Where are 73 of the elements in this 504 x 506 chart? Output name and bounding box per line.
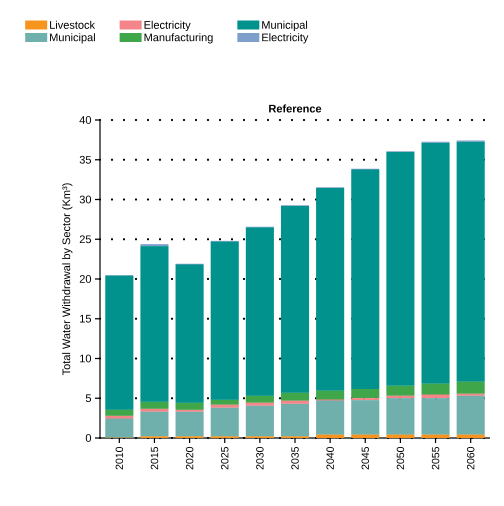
bar xyxy=(386,434,414,438)
chart-title: Reference xyxy=(269,104,322,112)
x-tick-label: 2045 xyxy=(362,446,369,470)
bar xyxy=(246,396,274,403)
bar xyxy=(280,392,310,401)
x-tick-label: 2020 xyxy=(186,446,194,470)
legend-label: Electricity xyxy=(262,33,308,44)
bar xyxy=(246,227,274,396)
x-tick-label: 2035 xyxy=(291,446,299,470)
x-tick-label: 2010 xyxy=(116,446,124,470)
x-tick-label: 2040 xyxy=(326,446,334,470)
bar xyxy=(280,400,310,404)
bar xyxy=(316,390,344,400)
bar xyxy=(421,394,450,398)
bar xyxy=(421,398,450,435)
x-tick-label: 2015 xyxy=(150,446,158,470)
bar xyxy=(456,434,485,438)
bar xyxy=(140,246,169,402)
x-tick-label: 2030 xyxy=(256,446,264,470)
bar xyxy=(140,402,169,409)
bar xyxy=(105,416,134,419)
y-tick-label: 25 xyxy=(80,235,92,244)
bar xyxy=(210,242,239,400)
bar xyxy=(316,434,344,438)
x-tick-label: 2055 xyxy=(432,446,440,470)
bar xyxy=(140,408,169,412)
bar xyxy=(386,386,414,396)
bar xyxy=(140,412,169,436)
legend-label: Manufacturing xyxy=(144,33,213,44)
y-tick-label: 30 xyxy=(80,196,92,204)
bar xyxy=(210,404,239,408)
bar xyxy=(176,402,204,410)
bar xyxy=(105,410,134,416)
bar xyxy=(386,398,414,435)
bar xyxy=(210,400,239,405)
x-tick-label: 2025 xyxy=(221,446,228,470)
legend-label: Municipal xyxy=(262,20,308,32)
bar xyxy=(176,264,204,403)
legend-label: Municipal xyxy=(50,33,95,44)
bar xyxy=(421,384,450,395)
bar xyxy=(456,142,485,382)
y-tick-label: 40 xyxy=(79,116,92,124)
x-tick-label: 2060 xyxy=(466,446,474,470)
bar xyxy=(386,152,414,386)
bar xyxy=(280,404,310,436)
bar xyxy=(421,434,450,438)
y-axis-title: Total Water Withdrawal by Sector (Km³) xyxy=(62,183,72,376)
bar xyxy=(351,388,380,398)
y-tick-label: 10 xyxy=(80,354,92,362)
bar xyxy=(246,402,274,406)
y-tick-label: 5 xyxy=(86,394,92,402)
legend-label: Livestock xyxy=(50,20,96,29)
bar xyxy=(456,382,485,394)
y-tick-label: 20 xyxy=(80,275,92,283)
bar xyxy=(280,206,310,393)
bar xyxy=(386,396,414,398)
y-tick-label: 0 xyxy=(86,434,92,442)
bar xyxy=(316,400,344,435)
y-tick-label: 15 xyxy=(80,314,92,323)
bar xyxy=(351,434,380,438)
bar xyxy=(351,170,380,389)
bar xyxy=(421,142,450,384)
bar xyxy=(456,396,485,435)
bar xyxy=(105,276,134,410)
bar xyxy=(316,188,344,391)
y-tick-label: 35 xyxy=(80,156,92,164)
x-tick-label: 2050 xyxy=(396,446,404,470)
bar xyxy=(176,412,204,436)
bar xyxy=(246,406,274,436)
bar xyxy=(210,408,239,436)
legend-label: Electricity xyxy=(144,20,191,32)
bar xyxy=(351,400,380,435)
bar xyxy=(105,418,134,438)
